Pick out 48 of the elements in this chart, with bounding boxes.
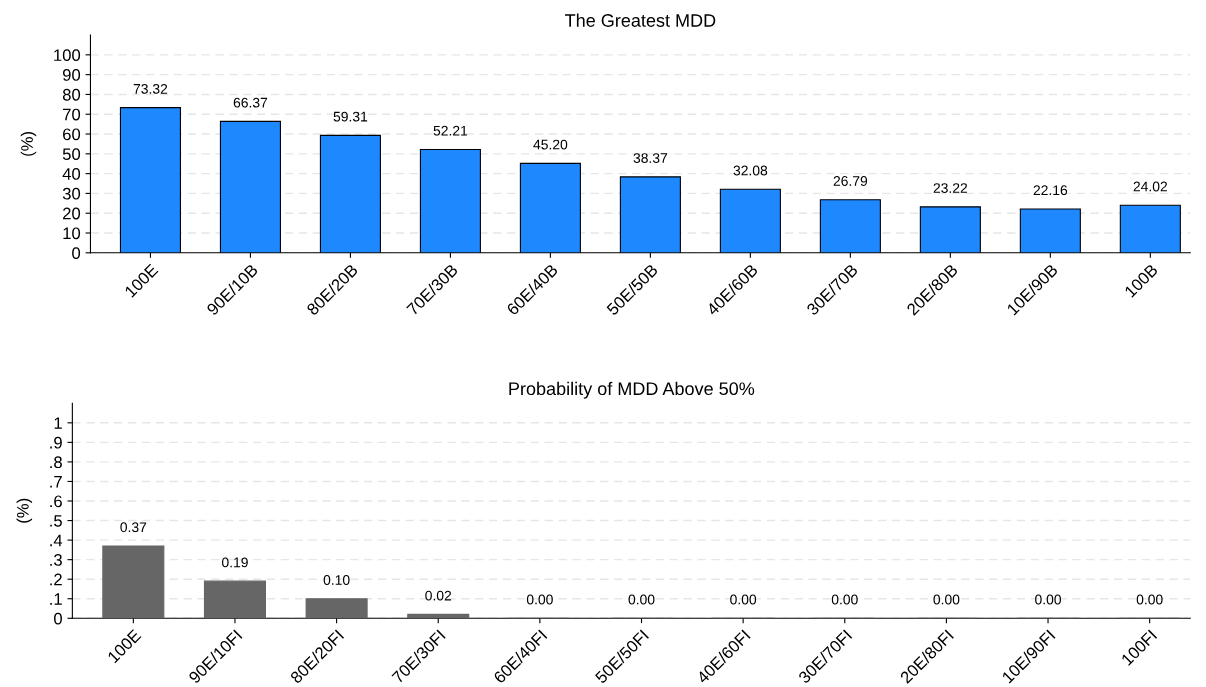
data-label: 73.32 xyxy=(133,83,168,94)
y-tick-label: 1 xyxy=(54,417,62,429)
data-label: 22.16 xyxy=(1033,185,1068,196)
y-axis-title: (%) xyxy=(16,498,33,523)
y-axis-title: (%) xyxy=(20,132,37,156)
data-label: 0.00 xyxy=(628,594,655,605)
y-tick-label: 0 xyxy=(72,247,81,260)
y-tick-label: 100 xyxy=(54,49,81,62)
y-tick-label: 40 xyxy=(62,168,81,180)
data-label: 0.37 xyxy=(120,522,147,533)
data-label: 59.31 xyxy=(333,111,368,122)
data-label: 0.00 xyxy=(1136,594,1163,605)
y-tick-label: .2 xyxy=(50,573,62,586)
y-tick-label: 10 xyxy=(63,227,81,240)
y-tick-label: .5 xyxy=(50,515,62,527)
y-tick-label: .1 xyxy=(50,593,62,605)
data-label: 0.00 xyxy=(831,594,858,605)
y-tick-label: 30 xyxy=(62,187,81,200)
data-label: 0.00 xyxy=(730,594,757,605)
data-label: 0.00 xyxy=(526,594,553,605)
data-label: 45.20 xyxy=(533,139,568,150)
y-tick-label: 90 xyxy=(62,69,81,81)
data-label: 0.19 xyxy=(222,557,248,568)
y-tick-label: 80 xyxy=(62,88,81,101)
y-tick-label: .9 xyxy=(50,436,62,449)
data-label: 66.37 xyxy=(233,97,268,108)
y-tick-label: .8 xyxy=(50,456,62,469)
data-label: 52.21 xyxy=(433,125,468,136)
data-label: 26.79 xyxy=(833,176,868,186)
data-label: 0.00 xyxy=(933,594,960,605)
chart-title: The Greatest MDD xyxy=(565,13,716,27)
y-tick-label: 20 xyxy=(63,207,81,220)
y-tick-label: 70 xyxy=(63,108,81,121)
data-label: 24.02 xyxy=(1133,181,1168,192)
data-label: 0.00 xyxy=(1035,594,1062,605)
y-tick-label: 0 xyxy=(54,612,62,625)
y-tick-label: .4 xyxy=(50,534,63,547)
data-label: 0.10 xyxy=(323,575,350,585)
data-label: 38.37 xyxy=(633,153,668,163)
y-tick-label: 60 xyxy=(63,128,81,141)
data-label: 0.02 xyxy=(425,590,452,601)
y-tick-label: .7 xyxy=(50,476,62,488)
y-tick-label: 50 xyxy=(62,148,81,161)
y-tick-label: .6 xyxy=(50,495,62,508)
data-label: 32.08 xyxy=(733,165,768,176)
chart-title: Probability of MDD Above 50% xyxy=(509,381,755,399)
data-label: 23.22 xyxy=(933,183,968,193)
y-tick-label: .3 xyxy=(50,554,62,566)
